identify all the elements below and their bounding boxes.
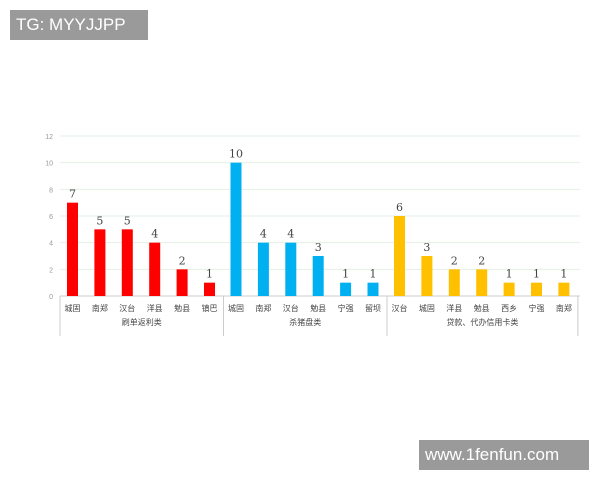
- data-label: 2: [478, 254, 485, 267]
- bar: [204, 282, 215, 296]
- bar: [394, 216, 405, 296]
- y-tick-label: 10: [45, 161, 53, 168]
- group-label: 刷单返利类: [122, 317, 162, 327]
- data-label: 4: [151, 228, 158, 241]
- data-label: 4: [260, 228, 267, 241]
- group-label: 贷款、代办信用卡类: [446, 317, 518, 327]
- y-tick-label: 12: [45, 134, 53, 141]
- x-tick-label: 宁强: [338, 303, 354, 313]
- bar: [149, 242, 161, 296]
- data-label: 3: [423, 241, 430, 254]
- x-tick-label: 南郑: [556, 303, 572, 313]
- x-tick-label: 南郑: [255, 303, 271, 313]
- bar: [476, 269, 488, 296]
- bar: [230, 162, 242, 296]
- bar: [448, 269, 460, 296]
- bar: [558, 282, 570, 296]
- data-label: 1: [533, 268, 540, 281]
- x-tick-label: 西乡: [501, 304, 517, 313]
- bar: [531, 282, 542, 296]
- x-tick-label: 汉台: [283, 303, 299, 313]
- bar: [367, 282, 379, 296]
- y-tick-label: 2: [49, 267, 53, 274]
- bar: [176, 269, 188, 296]
- data-label: 2: [179, 254, 186, 267]
- watermark-bottom-right: www.1fenfun.com: [419, 440, 589, 470]
- bar: [121, 229, 133, 296]
- x-tick-label: 汉台: [119, 303, 135, 313]
- data-label: 1: [206, 268, 213, 281]
- data-label: 7: [69, 188, 76, 201]
- x-tick-label: 勉县: [174, 303, 190, 313]
- data-label: 3: [315, 241, 322, 254]
- y-tick-label: 0: [49, 294, 53, 301]
- data-label: 1: [370, 268, 377, 281]
- x-tick-label: 城固: [419, 304, 435, 313]
- data-label: 5: [124, 214, 131, 227]
- bar: [94, 229, 106, 296]
- bar: [312, 256, 324, 296]
- data-label: 2: [451, 254, 458, 267]
- bar: [285, 242, 297, 296]
- watermark-top-left: TG: MYYJJPP: [10, 10, 148, 40]
- x-tick-label: 南郑: [92, 303, 108, 313]
- x-tick-label: 镇巴: [202, 303, 218, 313]
- y-tick-label: 6: [49, 214, 53, 221]
- data-label: 1: [560, 268, 567, 281]
- x-tick-label: 城固: [65, 304, 81, 313]
- group-label: 杀猪盘类: [289, 317, 321, 327]
- x-tick-label: 宁强: [529, 303, 545, 313]
- data-label: 6: [396, 201, 403, 214]
- y-tick-label: 4: [49, 241, 53, 248]
- data-label: 1: [342, 268, 349, 281]
- bar: [503, 282, 515, 296]
- data-label: 4: [287, 228, 294, 241]
- data-label: 10: [229, 148, 243, 161]
- x-tick-label: 汉台: [392, 303, 408, 313]
- x-tick-label: 留坝: [365, 303, 381, 313]
- bar: [421, 256, 433, 296]
- bar: [257, 242, 269, 296]
- bar: [340, 282, 352, 296]
- bar: [67, 202, 78, 296]
- x-tick-label: 洋县: [446, 303, 462, 313]
- x-tick-label: 城固: [228, 304, 244, 313]
- data-label: 5: [96, 214, 103, 227]
- data-label: 1: [506, 268, 513, 281]
- x-tick-label: 勉县: [310, 303, 326, 313]
- x-tick-label: 勉县: [474, 303, 490, 313]
- x-tick-label: 洋县: [147, 303, 163, 313]
- y-tick-label: 8: [49, 187, 53, 194]
